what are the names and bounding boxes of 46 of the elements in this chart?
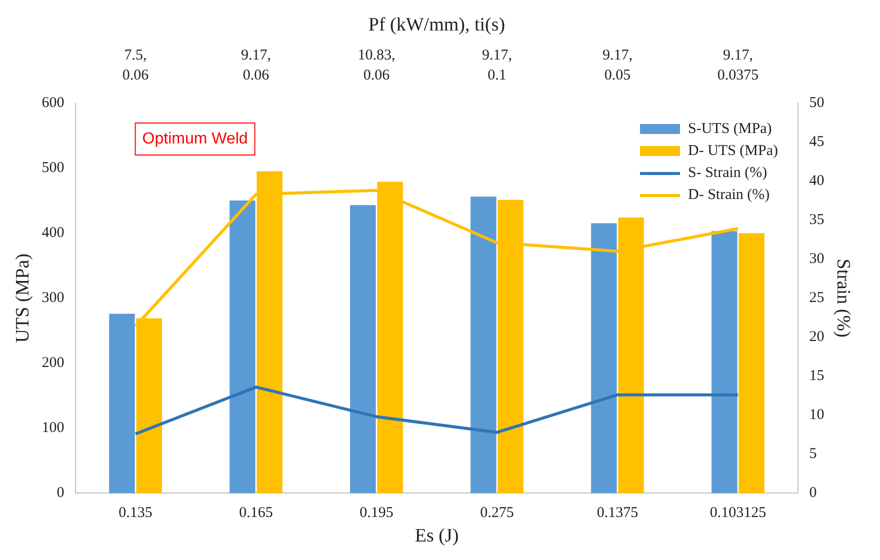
legend-label: S-UTS (MPa) [688, 120, 772, 139]
bar [591, 223, 617, 494]
y2-tick-label: 0 [809, 485, 817, 502]
y2-tick-label: 30 [809, 251, 824, 268]
y2-tick-label: 40 [809, 172, 824, 189]
y2-tick-label: 50 [809, 94, 824, 111]
y-tick-label: 500 [42, 160, 64, 176]
x-tick-label: 0.165 [239, 505, 273, 522]
text: 9.17, 0.06 [241, 47, 272, 84]
bar [470, 196, 496, 494]
x-tick-label: 0.275 [480, 505, 514, 522]
x-tick-label: 0.135 [118, 505, 152, 522]
text: 10.83, 0.06 [358, 47, 396, 84]
y-tick-label: 0 [56, 485, 64, 502]
bar [350, 205, 376, 494]
y-tick-label: 600 [42, 94, 64, 111]
x-tick-label: 0.1375 [596, 505, 638, 522]
y2-tick-label: 20 [809, 329, 824, 346]
legend-label: D- UTS (MPa) [688, 142, 778, 161]
y-tick-label: 100 [42, 420, 64, 436]
x-axis-title: Es (J) [414, 526, 459, 547]
y-tick-label: 200 [42, 355, 64, 372]
y2-axis-title: Strain (%) [832, 258, 854, 338]
bar [230, 200, 256, 494]
y-axis-title: UTS (MPa) [12, 254, 34, 343]
y-tick-label: 300 [42, 290, 64, 306]
x-tick-label: 0.195 [360, 505, 394, 522]
y2-tick-label: 10 [809, 407, 824, 424]
text: 9.17, 0.1 [482, 47, 512, 84]
bar [712, 231, 738, 494]
x-tick-label: 0.103125 [710, 505, 766, 522]
y-tick-label: 400 [42, 225, 64, 242]
y2-tick-label: 15 [809, 368, 824, 384]
text: 9.17, 0.0375 [717, 47, 759, 84]
y2-tick-label: 5 [809, 446, 817, 462]
y2-tick-label: 35 [809, 212, 824, 228]
legend-label: S- Strain (%) [688, 164, 768, 183]
annotation: Optimum Weld [142, 130, 248, 148]
y2-tick-label: 45 [809, 134, 824, 150]
y2-tick-label: 25 [809, 290, 824, 306]
text: 7.5, 0.06 [122, 47, 150, 84]
bar [109, 314, 135, 494]
legend-label: D- Strain (%) [688, 186, 770, 205]
text: 9.17, 0.05 [602, 47, 632, 84]
bar [738, 233, 764, 494]
x2-axis-title: Pf (kW/mm), ti(s) [368, 14, 506, 36]
